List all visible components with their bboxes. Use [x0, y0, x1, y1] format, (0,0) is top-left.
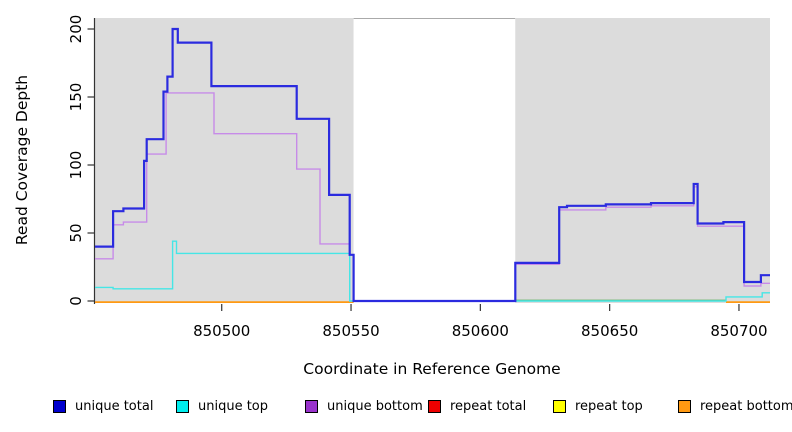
y-axis-title: Read Coverage Depth: [13, 75, 31, 245]
y-tick-label: 200: [67, 15, 85, 44]
legend: unique total unique top unique bottom re…: [0, 399, 792, 425]
x-tick-label: 850600: [452, 322, 509, 340]
legend-label-repeat-total: repeat total: [450, 399, 527, 414]
legend-label-unique-total: unique total: [75, 399, 154, 414]
plot-bg-region: [95, 18, 354, 303]
legend-swatch-unique-bottom: [305, 400, 318, 413]
series-path-unique-top: [95, 240, 770, 302]
legend-item-repeat-total: repeat total: [428, 399, 526, 414]
series-path-unique-total: [95, 27, 770, 303]
y-tick-label: 150: [67, 83, 85, 112]
legend-item-unique-total: unique total: [53, 399, 153, 414]
y-tick-label: 0: [67, 296, 85, 306]
legend-swatch-repeat-total: [428, 400, 441, 413]
legend-label-repeat-top: repeat top: [575, 399, 643, 414]
plot-generated: 0 50 100 150 200 850500 850550 850600 850650 8507…: [67, 15, 770, 340]
x-axis-title: Coordinate in Reference Genome: [303, 360, 560, 378]
legend-label-unique-top: unique top: [198, 399, 269, 414]
plot-bg-region: [515, 18, 770, 303]
y-tick-label: 50: [67, 223, 85, 242]
legend-item-unique-top: unique top: [176, 399, 268, 414]
legend-label-repeat-bottom: repeat bottom: [700, 399, 792, 414]
legend-item-unique-bottom: unique bottom: [305, 399, 423, 414]
legend-item-repeat-bottom: repeat bottom: [678, 399, 792, 414]
x-tick-label: 850500: [193, 322, 250, 340]
legend-swatch-unique-top: [176, 400, 189, 413]
legend-item-repeat-top: repeat top: [553, 399, 643, 414]
y-tick-label: 100: [67, 151, 85, 180]
x-tick-label: 850550: [322, 322, 379, 340]
legend-label-unique-bottom: unique bottom: [327, 399, 423, 414]
legend-swatch-repeat-top: [553, 400, 566, 413]
x-tick-label: 850700: [710, 322, 767, 340]
legend-swatch-unique-total: [53, 400, 66, 413]
plot-bg-region: [353, 18, 516, 303]
x-tick-label: 850650: [581, 322, 638, 340]
legend-swatch-repeat-bottom: [678, 400, 691, 413]
